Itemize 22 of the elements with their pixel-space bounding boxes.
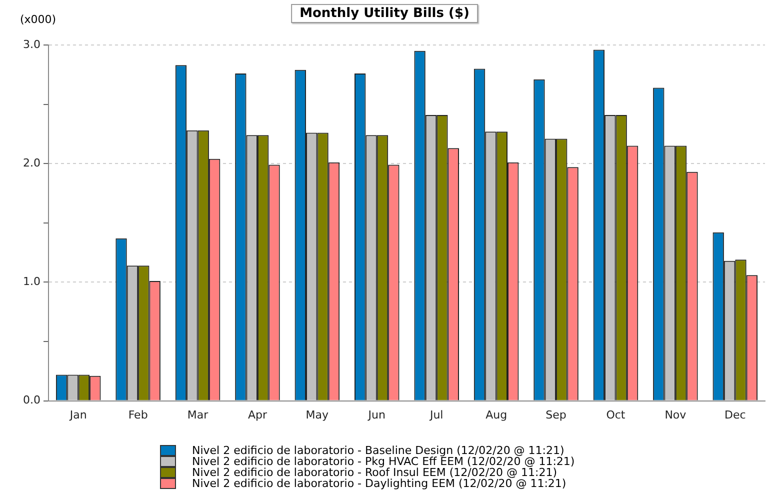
x-tick-label: Dec <box>724 408 746 422</box>
legend-label: Nivel 2 edificio de laboratorio - Pkg HVAC Eff EEM (12/02/20 @ 11:21) <box>192 455 575 468</box>
x-tick-label: Sep <box>546 408 566 422</box>
legend-label: Nivel 2 edificio de laboratorio - Baseline Design (12/02/20 @ 11:21) <box>192 444 564 457</box>
x-tick-label: Jan <box>68 408 87 422</box>
text: (x000) <box>20 13 56 26</box>
chart-title: Monthly Utility Bills ($) <box>290 4 478 23</box>
y-tick-label: 0.0 <box>22 394 40 407</box>
legend-label: Nivel 2 edificio de laboratorio - Roof Insul EEM (12/02/20 @ 11:21) <box>192 466 558 479</box>
x-tick-label: May <box>306 408 330 422</box>
y-tick-label: 1.0 <box>22 275 40 288</box>
x-tick-label: Jun <box>367 408 386 422</box>
x-tick-label: Apr <box>248 408 268 422</box>
x-tick-label: Nov <box>664 408 687 422</box>
legend-label: Nivel 2 edificio de laboratorio - Daylighting EEM (12/02/20 @ 11:21) <box>192 477 566 490</box>
x-tick-label: Jul <box>428 408 444 422</box>
x-tick-label: Feb <box>128 408 148 422</box>
x-tick-label: Aug <box>486 408 508 422</box>
x-tick-label: Oct <box>606 408 626 422</box>
y-tick-label: 3.0 <box>22 38 40 51</box>
y-tick-label: 2.0 <box>22 156 40 170</box>
x-tick-label: Mar <box>187 408 209 422</box>
